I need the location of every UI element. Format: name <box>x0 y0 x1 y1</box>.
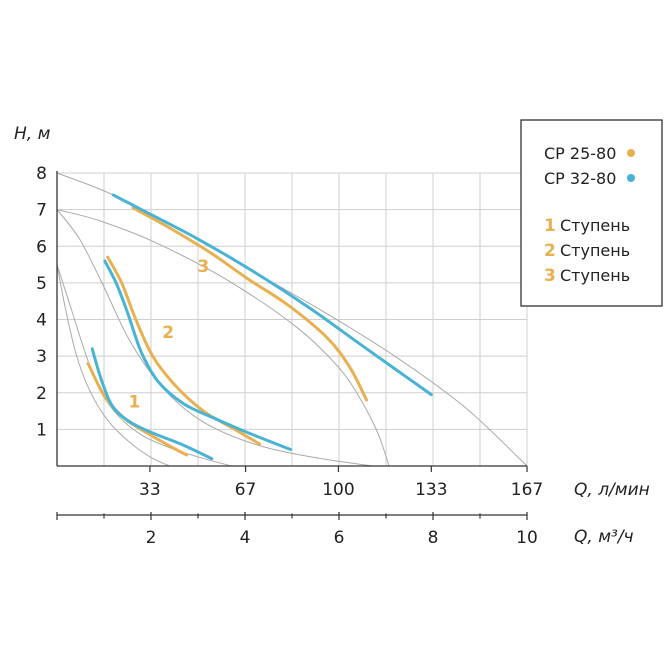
legend-model-1: CP 25-80 <box>544 144 616 163</box>
legend-model-2: CP 32-80 <box>544 169 616 188</box>
grid <box>57 172 528 466</box>
y-tick-label: 4 <box>36 311 47 331</box>
y-tick-label: 5 <box>36 274 47 294</box>
y-tick-label: 6 <box>36 237 47 257</box>
x-tick-label: 33 <box>139 480 161 500</box>
y-tick-label: 2 <box>36 384 47 404</box>
x2-tick-label: 2 <box>146 528 157 548</box>
x2-tick-label: 4 <box>240 528 251 548</box>
legend-stage-1-number: 1 <box>544 216 556 236</box>
x-tick-label: 67 <box>235 480 257 500</box>
stage-label-3: 3 <box>197 257 209 277</box>
series-line-stage-2 <box>103 259 293 451</box>
x-axis-title-flow-lpm: Q, л/мин <box>574 480 650 500</box>
x-axis-title-flow-m3h: Q, м³/ч <box>574 527 634 547</box>
y-axis-title: H, м <box>14 124 51 144</box>
x-tick-label: 100 <box>322 480 354 500</box>
legend-stage-2-label: Ступень <box>560 241 630 260</box>
y-tick-label: 7 <box>36 201 47 221</box>
legend-stage-1-label: Ступень <box>560 216 630 235</box>
stage-label-1: 1 <box>128 392 140 412</box>
series-line-stage-3 <box>131 206 369 402</box>
guide-curve <box>56 264 232 467</box>
y-tick-label: 1 <box>36 420 47 440</box>
legend-model-2-marker <box>627 174 635 182</box>
legend: CP 25-80 CP 32-80 1 Ступень 2 Ступень 3 … <box>520 119 663 307</box>
x-tick-label: 167 <box>511 480 543 500</box>
x2-tick-label: 8 <box>428 528 439 548</box>
x-tick-label: 133 <box>415 480 447 500</box>
series-line-stage-1 <box>90 347 214 461</box>
y-tick-label: 8 <box>36 164 47 184</box>
series-line-stage-3 <box>111 193 433 397</box>
stage-label-2: 2 <box>162 323 174 343</box>
guide-curve <box>56 209 390 467</box>
legend-stage-3-label: Ступень <box>560 266 630 285</box>
performance-series: 1 2 3 <box>86 193 433 461</box>
legend-box <box>520 119 663 307</box>
series-line-stage-2 <box>106 255 262 446</box>
x2-tick-label: 10 <box>516 528 538 548</box>
y-tick-label: 3 <box>36 347 47 367</box>
legend-stage-2-number: 2 <box>544 241 556 261</box>
guide-curve <box>56 264 170 467</box>
legend-model-1-marker <box>627 149 635 157</box>
x2-tick-label: 6 <box>334 528 345 548</box>
legend-stage-3-number: 3 <box>544 266 556 286</box>
